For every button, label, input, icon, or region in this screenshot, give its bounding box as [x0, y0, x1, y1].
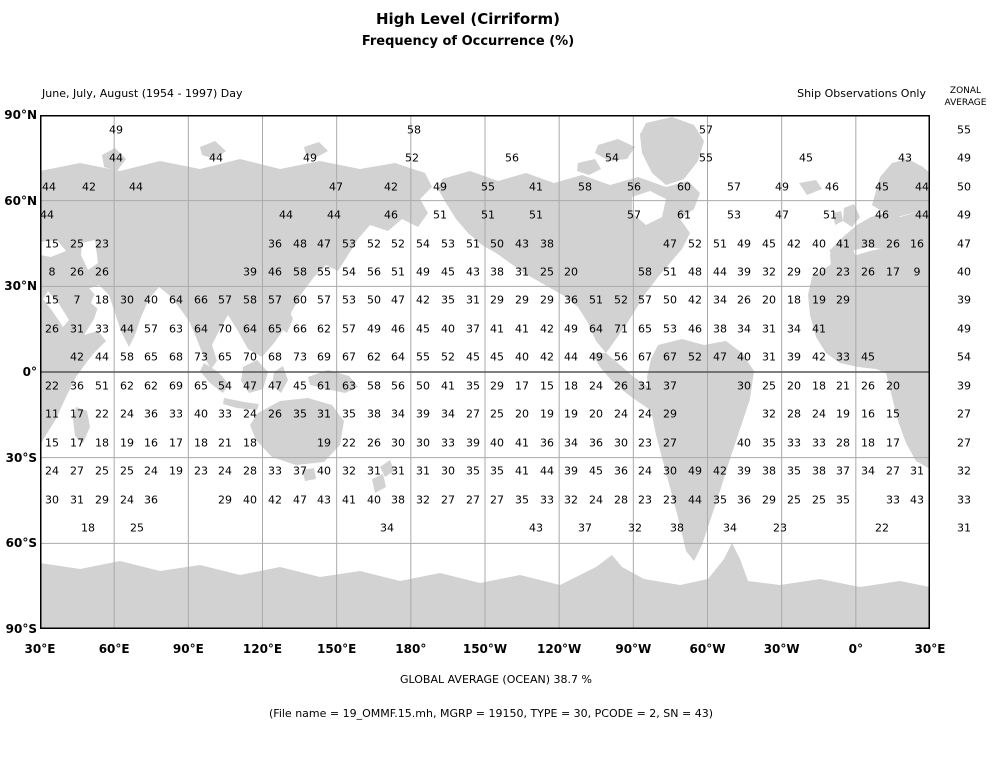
inland-sea-shape	[91, 295, 104, 311]
land-shape	[304, 142, 328, 157]
land-shape	[278, 306, 293, 333]
zonal-header-line1: ZONAL	[949, 86, 982, 96]
zonal-average-value: 49	[957, 208, 971, 222]
land-shape	[73, 407, 90, 443]
y-axis-label: 30°S	[5, 450, 37, 465]
land-shape	[200, 141, 226, 159]
inland-sea-shape	[40, 240, 66, 257]
map-border	[40, 115, 930, 629]
zonal-average-value: 49	[957, 322, 971, 336]
y-axis-label: 90°N	[4, 108, 37, 122]
zonal-average-value: 54	[957, 350, 971, 364]
land-shape	[380, 460, 394, 477]
zonal-average-header: ZONAL AVERAGE	[934, 85, 997, 109]
land-shape	[595, 139, 635, 161]
x-axis-label: 120°W	[537, 642, 582, 656]
land-shape	[298, 243, 322, 279]
world-map	[40, 115, 930, 629]
land-shape	[577, 159, 601, 175]
zonal-average-value: 27	[957, 407, 971, 421]
land-shape	[829, 209, 930, 265]
zonal-average-value: 27	[957, 436, 971, 450]
x-axis-label: 30°E	[24, 642, 56, 656]
land-shape	[640, 117, 704, 185]
land-shape	[799, 180, 822, 195]
period-label: June, July, August (1954 - 1997) Day	[42, 87, 243, 100]
land-shape	[438, 171, 700, 353]
land-shape	[872, 159, 930, 217]
land-shape	[592, 353, 662, 411]
land-shape	[833, 211, 843, 225]
land-shape	[250, 398, 344, 465]
y-axis-label: 60°N	[4, 193, 37, 208]
x-axis-label: 150°W	[462, 642, 508, 656]
figure-subtitle: Frequency of Occurrence (%)	[361, 34, 575, 49]
source-label: Ship Observations Only	[797, 87, 926, 100]
land-shape	[302, 468, 316, 481]
land-shape	[223, 398, 259, 410]
zonal-average-value: 50	[957, 180, 971, 194]
zonal-average-value: 33	[957, 493, 971, 507]
inland-sea-shape	[632, 191, 666, 225]
global-average-label: GLOBAL AVERAGE (OCEAN) 38.7 %	[400, 673, 592, 686]
y-axis-label: 30°N	[4, 279, 37, 294]
x-axis-label: 30°W	[763, 642, 800, 656]
x-axis-label: 90°W	[615, 642, 652, 656]
x-axis-label: 180°	[395, 642, 427, 656]
x-axis-label: 150°E	[317, 642, 357, 656]
y-axis-label: 60°S	[5, 536, 37, 551]
y-axis-label: 90°S	[5, 622, 37, 636]
land-shape	[647, 339, 754, 561]
land-shape	[200, 363, 229, 393]
zonal-average-value: 49	[957, 151, 971, 165]
land-shape	[808, 247, 930, 469]
zonal-header-line2: AVERAGE	[944, 98, 987, 108]
inland-sea-shape	[43, 291, 69, 327]
x-axis-label: 90°E	[172, 642, 204, 656]
zonal-average-value: 39	[957, 293, 971, 307]
zonal-average-value: 40	[957, 265, 971, 279]
zonal-average-value: 31	[957, 521, 971, 535]
map-plot-area	[40, 115, 930, 629]
x-axis-label: 0°	[848, 642, 864, 656]
file-info-label: (File name = 19_OMMF.15.mh, MGRP = 19150…	[269, 707, 713, 720]
x-axis-label: 30°E	[914, 642, 946, 656]
land-shape	[344, 183, 366, 227]
land-shape	[372, 474, 386, 493]
x-axis-label: 120°E	[242, 642, 283, 656]
zonal-average-value: 47	[957, 237, 971, 251]
x-axis-label: 60°E	[98, 642, 130, 656]
land-shape	[272, 366, 288, 393]
zonal-average-value: 39	[957, 379, 971, 393]
zonal-average-value: 55	[957, 123, 971, 137]
zonal-average-value: 32	[957, 464, 971, 478]
inland-sea-shape	[81, 240, 98, 270]
land-shape	[843, 204, 860, 227]
land-shape	[308, 370, 358, 393]
x-axis-label: 60°W	[689, 642, 726, 656]
figure-title: High Level (Cirriform)	[375, 10, 561, 28]
y-axis-label: 0°	[22, 365, 37, 379]
land-shape	[241, 360, 268, 393]
